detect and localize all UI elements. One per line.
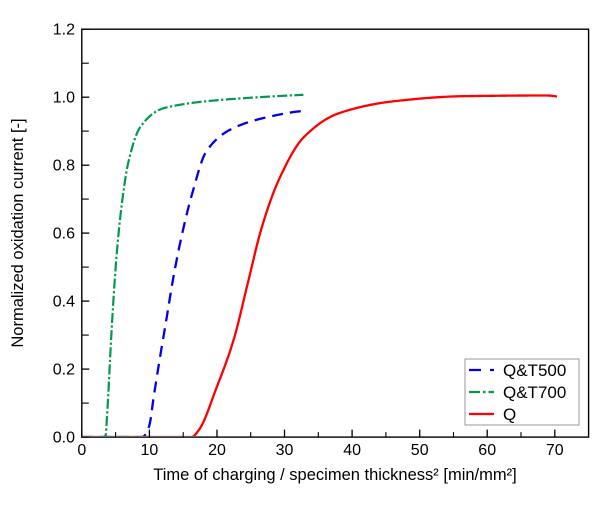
svg-text:Q&T700: Q&T700 [503,383,566,402]
svg-text:0.0: 0.0 [53,430,75,447]
svg-text:0.8: 0.8 [53,158,75,175]
svg-text:0: 0 [77,442,86,459]
svg-text:50: 50 [411,442,429,459]
svg-text:1.2: 1.2 [53,22,75,39]
svg-text:0.2: 0.2 [53,362,75,379]
svg-text:Q&T500: Q&T500 [503,361,566,380]
svg-text:40: 40 [343,442,361,459]
svg-text:10: 10 [141,442,159,459]
svg-text:Q: Q [503,405,516,424]
svg-text:0.4: 0.4 [53,294,75,311]
svg-text:0.6: 0.6 [53,226,75,243]
svg-text:60: 60 [478,442,496,459]
svg-text:1.0: 1.0 [53,90,75,107]
svg-text:Normalized oxidation current [: Normalized oxidation current [-] [9,118,27,347]
svg-text:Time of charging / specimen th: Time of charging / specimen thickness² [… [153,466,516,484]
svg-text:70: 70 [546,442,564,459]
svg-text:20: 20 [208,442,226,459]
svg-text:30: 30 [276,442,294,459]
